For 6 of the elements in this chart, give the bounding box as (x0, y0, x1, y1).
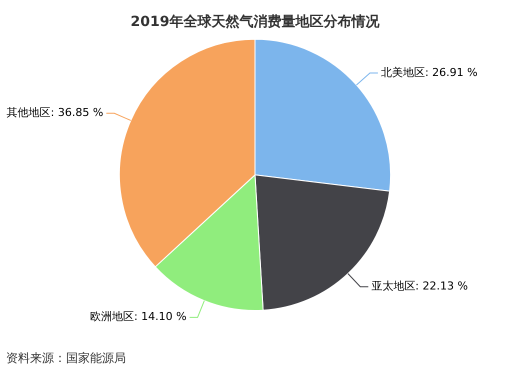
text: 资料来源：国家能源局 (6, 351, 126, 366)
slice-label: 欧洲地区: 14.10 % (90, 310, 187, 324)
slice-label: 其他地区: 36.85 % (6, 106, 104, 120)
slice-label: 亚太地区: 22.13 % (371, 280, 468, 293)
chart-title: 2019年全球天然气消费量地区分布情况 (130, 14, 380, 30)
slice-label: 北美地区: 26.91 % (380, 66, 478, 79)
